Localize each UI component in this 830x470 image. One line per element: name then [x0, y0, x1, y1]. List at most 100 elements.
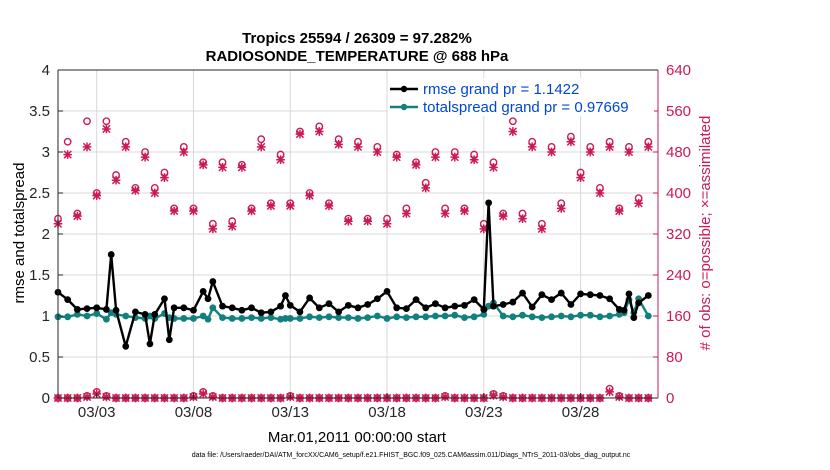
- y-axis-right-label: # of obs: o=possible; ×=assimilated: [697, 116, 714, 351]
- y-right-tick-label: 320: [666, 226, 691, 243]
- spread-point: [528, 313, 536, 321]
- y-left-tick-label: 3.5: [29, 103, 50, 120]
- rmse-point: [451, 302, 459, 310]
- rmse-point: [190, 306, 197, 314]
- rmse-point: [180, 304, 188, 312]
- obs-assimilated-point: [624, 147, 634, 157]
- y-left-tick-label: 2: [42, 226, 50, 243]
- obs-assimilated-point: [431, 152, 440, 162]
- obs-assimilated-point: [469, 155, 479, 165]
- obs-assimilated-point: [237, 163, 247, 172]
- obs-assimilated-point: [179, 147, 189, 157]
- rmse-point: [373, 295, 381, 303]
- rmse-point: [620, 306, 628, 314]
- y-right-tick-label: 480: [666, 144, 691, 161]
- spread-point: [509, 313, 517, 321]
- obs-assimilated-point: [247, 206, 256, 216]
- obs-assimilated-point: [547, 147, 556, 157]
- rmse-point: [441, 304, 449, 312]
- obs-assimilated-point: [305, 191, 314, 200]
- obs-assimilated-point: [82, 142, 92, 152]
- rmse-point: [93, 304, 101, 312]
- x-tick-label: 03/13: [271, 404, 309, 421]
- spread-point: [364, 314, 372, 322]
- spread-point: [73, 310, 81, 318]
- spread-point: [83, 312, 91, 320]
- legend-spread-marker: [400, 103, 408, 111]
- rmse-point: [596, 292, 604, 299]
- spread-point: [422, 313, 430, 321]
- obs-assimilated-point: [344, 216, 353, 226]
- y-left-tick-label: 1.5: [29, 267, 50, 284]
- spread-point: [180, 315, 188, 322]
- rmse-point: [325, 300, 333, 308]
- spread-point: [538, 314, 546, 322]
- spread-point: [567, 313, 575, 321]
- obs-assimilated-point: [334, 139, 343, 149]
- spread-point: [412, 313, 420, 321]
- rmse-point: [485, 199, 493, 207]
- obs-assimilated-point: [498, 211, 508, 221]
- spread-point: [335, 314, 343, 322]
- spread-point: [257, 315, 265, 322]
- obs-assimilated-point: [450, 152, 460, 162]
- obs-assimilated-point: [198, 160, 208, 170]
- rmse-point: [354, 304, 362, 312]
- spread-point: [644, 312, 652, 320]
- obs-possible-point: [508, 117, 517, 126]
- rmse-point: [402, 305, 410, 313]
- y-left-tick-label: 1: [42, 308, 50, 325]
- obs-assimilated-point: [111, 175, 121, 185]
- spread-point: [199, 312, 207, 320]
- y-left-tick-label: 0.5: [29, 349, 50, 366]
- obs-assimilated-point: [121, 142, 131, 152]
- obs-possible-point: [83, 117, 91, 126]
- rmse-point: [490, 302, 497, 310]
- rmse-point: [519, 289, 526, 297]
- rmse-point: [461, 301, 468, 309]
- spread-point: [441, 312, 449, 320]
- tick-labels: 03/03 03/08 03/13 03/18 03/23 03/28 0 0.5 1 1.5 2 2…: [29, 62, 691, 421]
- rmse-point: [393, 304, 401, 312]
- rmse-point: [538, 291, 546, 299]
- y-left-tick-label: 0: [42, 390, 50, 407]
- obs-assimilated-point: [102, 392, 111, 402]
- spread-point: [480, 310, 488, 318]
- obs-assimilated-point: [131, 186, 140, 195]
- obs-assimilated-point: [576, 173, 585, 182]
- spread-point: [344, 314, 352, 322]
- rmse-point: [170, 304, 178, 312]
- obs-assimilated-point: [276, 155, 285, 165]
- rmse-point: [567, 301, 575, 308]
- obs-assimilated-point: [227, 221, 237, 231]
- rmse-point: [64, 296, 72, 303]
- spread-point: [122, 312, 130, 320]
- obs-assimilated-point: [421, 183, 431, 193]
- obs-assimilated-point: [382, 219, 392, 229]
- spread-point: [557, 312, 565, 320]
- rmse-point: [73, 306, 81, 313]
- obs-assimilated-point: [489, 163, 498, 172]
- spread-point: [402, 314, 410, 322]
- legend: rmse grand pr = 1.1422 totalspread grand…: [388, 78, 654, 116]
- obs-assimilated-point: [585, 147, 595, 157]
- spread-point: [470, 313, 478, 321]
- obs-assimilated-point: [440, 209, 450, 218]
- rmse-point: [422, 304, 430, 312]
- y-right-tick-label: 240: [666, 267, 691, 284]
- y-right-tick-label: 560: [666, 103, 691, 120]
- rmse-point: [577, 290, 584, 298]
- obs-assimilated-point: [518, 214, 527, 223]
- rmse-point: [625, 290, 633, 298]
- spread-point: [451, 311, 459, 319]
- chart-subtitle: RADIOSONDE_TEMPERATURE @ 688 hPa: [206, 48, 509, 65]
- rmse-point: [277, 302, 284, 310]
- obs-possible-point: [102, 117, 111, 126]
- rmse-point: [204, 295, 212, 303]
- rmse-point: [102, 306, 110, 313]
- obs-assimilated-point: [169, 206, 179, 216]
- rmse-point: [606, 295, 614, 303]
- rmse-point: [165, 336, 173, 344]
- obs-assimilated-point: [189, 206, 198, 216]
- x-tick-label: 03/23: [465, 404, 503, 421]
